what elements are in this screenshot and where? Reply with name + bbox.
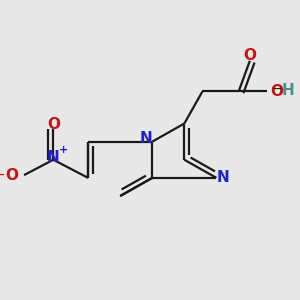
Text: +: +: [59, 145, 68, 155]
Text: O: O: [270, 84, 283, 99]
Text: H: H: [282, 82, 295, 98]
Text: N: N: [140, 131, 152, 146]
Text: O: O: [5, 168, 18, 183]
Text: −: −: [0, 170, 5, 180]
Text: O: O: [47, 117, 60, 132]
Text: N: N: [216, 170, 229, 185]
Text: O: O: [243, 48, 256, 63]
Text: N: N: [47, 150, 60, 165]
Text: ‒: ‒: [273, 83, 281, 97]
